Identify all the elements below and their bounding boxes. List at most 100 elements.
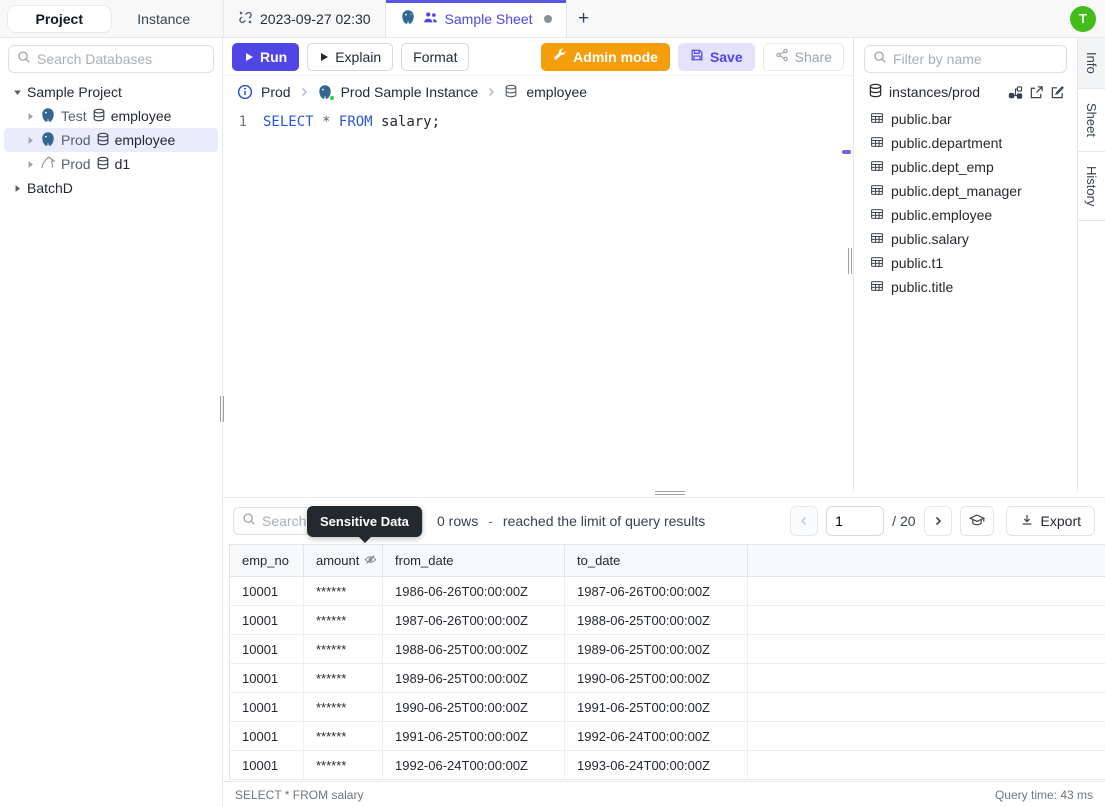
eye-off-icon <box>364 553 377 569</box>
search-icon <box>873 50 887 69</box>
database-search-input[interactable] <box>37 51 205 67</box>
database-search[interactable] <box>8 45 214 73</box>
table-grid-icon <box>870 111 884 128</box>
line-number: 1 <box>238 114 247 130</box>
masking-button[interactable] <box>959 506 994 536</box>
play-icon <box>319 49 329 65</box>
side-tab-history[interactable]: History <box>1078 152 1105 222</box>
results-resize-handle[interactable] <box>655 491 685 495</box>
header-spacer <box>601 0 1071 37</box>
cell[interactable]: 10001 <box>230 606 304 635</box>
tree-node-sample-project[interactable]: Sample Project <box>4 80 218 104</box>
breadcrumb-environment[interactable]: Prod <box>261 84 291 100</box>
share-button[interactable]: Share <box>762 42 844 71</box>
cell[interactable]: 10001 <box>230 722 304 751</box>
limit-notice: reached the limit of query results <box>502 513 706 529</box>
edit-icon[interactable] <box>1050 85 1065 100</box>
panel-resize-handle[interactable] <box>848 248 852 274</box>
cell[interactable]: 10001 <box>230 664 304 693</box>
info-icon[interactable] <box>237 84 253 100</box>
cell[interactable]: 1990-06-25T00:00:00Z <box>383 693 565 722</box>
table-list-item[interactable]: public.dept_manager <box>854 179 1077 203</box>
tab-instance[interactable]: Instance <box>137 10 191 27</box>
top-header: Project Instance 2023-09-27 02:30 Sample… <box>0 0 1105 38</box>
run-button[interactable]: Run <box>232 42 300 71</box>
table-list-item[interactable]: public.dept_emp <box>854 155 1077 179</box>
cell[interactable]: 1991-06-25T00:00:00Z <box>383 722 565 751</box>
next-page-button[interactable] <box>923 506 952 536</box>
cell-masked[interactable]: ****** <box>304 722 383 751</box>
main-area: Sample Project Test employee Prod em <box>0 38 1105 807</box>
cell[interactable]: 1986-06-26T00:00:00Z <box>383 577 565 606</box>
table-list-item[interactable]: public.bar <box>854 107 1077 131</box>
sidebar-resize-handle[interactable] <box>220 396 224 422</box>
cell[interactable]: 1988-06-25T00:00:00Z <box>565 606 748 635</box>
breadcrumb-database[interactable]: employee <box>526 84 588 100</box>
export-button[interactable]: Export <box>1005 506 1095 536</box>
editor-scrollbar-thumb[interactable] <box>842 150 851 154</box>
caret-right-icon <box>25 160 35 169</box>
tree-node-batchd[interactable]: BatchD <box>4 176 218 200</box>
cell[interactable]: 1987-06-26T00:00:00Z <box>565 577 748 606</box>
tab-project[interactable]: Project <box>8 5 111 32</box>
new-tab-button[interactable]: + <box>577 7 590 29</box>
table-list-item[interactable]: public.salary <box>854 227 1077 251</box>
cell-masked[interactable]: ****** <box>304 693 383 722</box>
cell[interactable]: 1993-06-24T00:00:00Z <box>565 751 748 780</box>
tree-node-test-employee[interactable]: Test employee <box>4 104 218 128</box>
tree-node-prod-d1[interactable]: Prod d1 <box>4 152 218 176</box>
tab-sample-sheet[interactable]: Sample Sheet <box>385 0 567 37</box>
cell[interactable]: 1992-06-24T00:00:00Z <box>383 751 565 780</box>
table-list-item[interactable]: public.employee <box>854 203 1077 227</box>
column-header-emp-no[interactable]: emp_no <box>230 545 304 577</box>
format-button[interactable]: Format <box>401 42 470 71</box>
cell-masked[interactable]: ****** <box>304 606 383 635</box>
cell[interactable]: 1988-06-25T00:00:00Z <box>383 635 565 664</box>
cell[interactable]: 10001 <box>230 693 304 722</box>
cell[interactable]: 1991-06-25T00:00:00Z <box>565 693 748 722</box>
side-tab-sheet[interactable]: Sheet <box>1078 89 1105 152</box>
explain-button[interactable]: Explain <box>307 42 394 71</box>
cell[interactable]: 10001 <box>230 635 304 664</box>
tab-query-history[interactable]: 2023-09-27 02:30 <box>223 0 386 37</box>
cell[interactable]: 1990-06-25T00:00:00Z <box>565 664 748 693</box>
column-header-amount[interactable]: amount <box>304 545 383 577</box>
cell-masked[interactable]: ****** <box>304 577 383 606</box>
external-link-icon[interactable] <box>1029 85 1044 100</box>
online-status-dot <box>328 95 335 101</box>
caret-right-icon <box>12 184 22 193</box>
table-filter[interactable] <box>864 45 1067 73</box>
table-list-item[interactable]: public.department <box>854 131 1077 155</box>
table-filter-input[interactable] <box>893 51 1058 67</box>
cell[interactable]: 1987-06-26T00:00:00Z <box>383 606 565 635</box>
export-label: Export <box>1040 513 1081 529</box>
cell-masked[interactable]: ****** <box>304 664 383 693</box>
schema-diagram-icon[interactable] <box>1008 85 1023 100</box>
tree-node-prod-employee[interactable]: Prod employee <box>4 128 218 152</box>
breadcrumb-instance[interactable]: Prod Sample Instance <box>340 84 479 100</box>
prev-page-button[interactable] <box>790 506 819 536</box>
cell[interactable]: 1989-06-25T00:00:00Z <box>565 635 748 664</box>
connection-path: instances/prod <box>889 84 981 100</box>
page-number-input[interactable] <box>826 506 885 536</box>
table-list-item[interactable]: public.t1 <box>854 251 1077 275</box>
cell[interactable]: 10001 <box>230 577 304 606</box>
avatar[interactable]: T <box>1070 5 1096 32</box>
explain-label: Explain <box>335 48 382 65</box>
column-header-to-date[interactable]: to_date <box>565 545 748 577</box>
sql-editor[interactable]: 1 SELECT * FROM salary; <box>223 108 853 490</box>
caret-right-icon <box>25 112 35 121</box>
cell[interactable]: 10001 <box>230 751 304 780</box>
save-button[interactable]: Save <box>677 42 755 71</box>
cell[interactable]: 1992-06-24T00:00:00Z <box>565 722 748 751</box>
side-tab-info[interactable]: Info <box>1078 38 1105 89</box>
admin-mode-button[interactable]: Admin mode <box>541 42 670 71</box>
cell[interactable]: 1989-06-25T00:00:00Z <box>383 664 565 693</box>
database-label: employee <box>110 108 172 124</box>
cell-masked[interactable]: ****** <box>304 751 383 780</box>
cell-masked[interactable]: ****** <box>304 635 383 664</box>
column-header-from-date[interactable]: from_date <box>383 545 565 577</box>
table-list-item[interactable]: public.title <box>854 275 1077 299</box>
table-name: public.dept_emp <box>891 159 994 175</box>
